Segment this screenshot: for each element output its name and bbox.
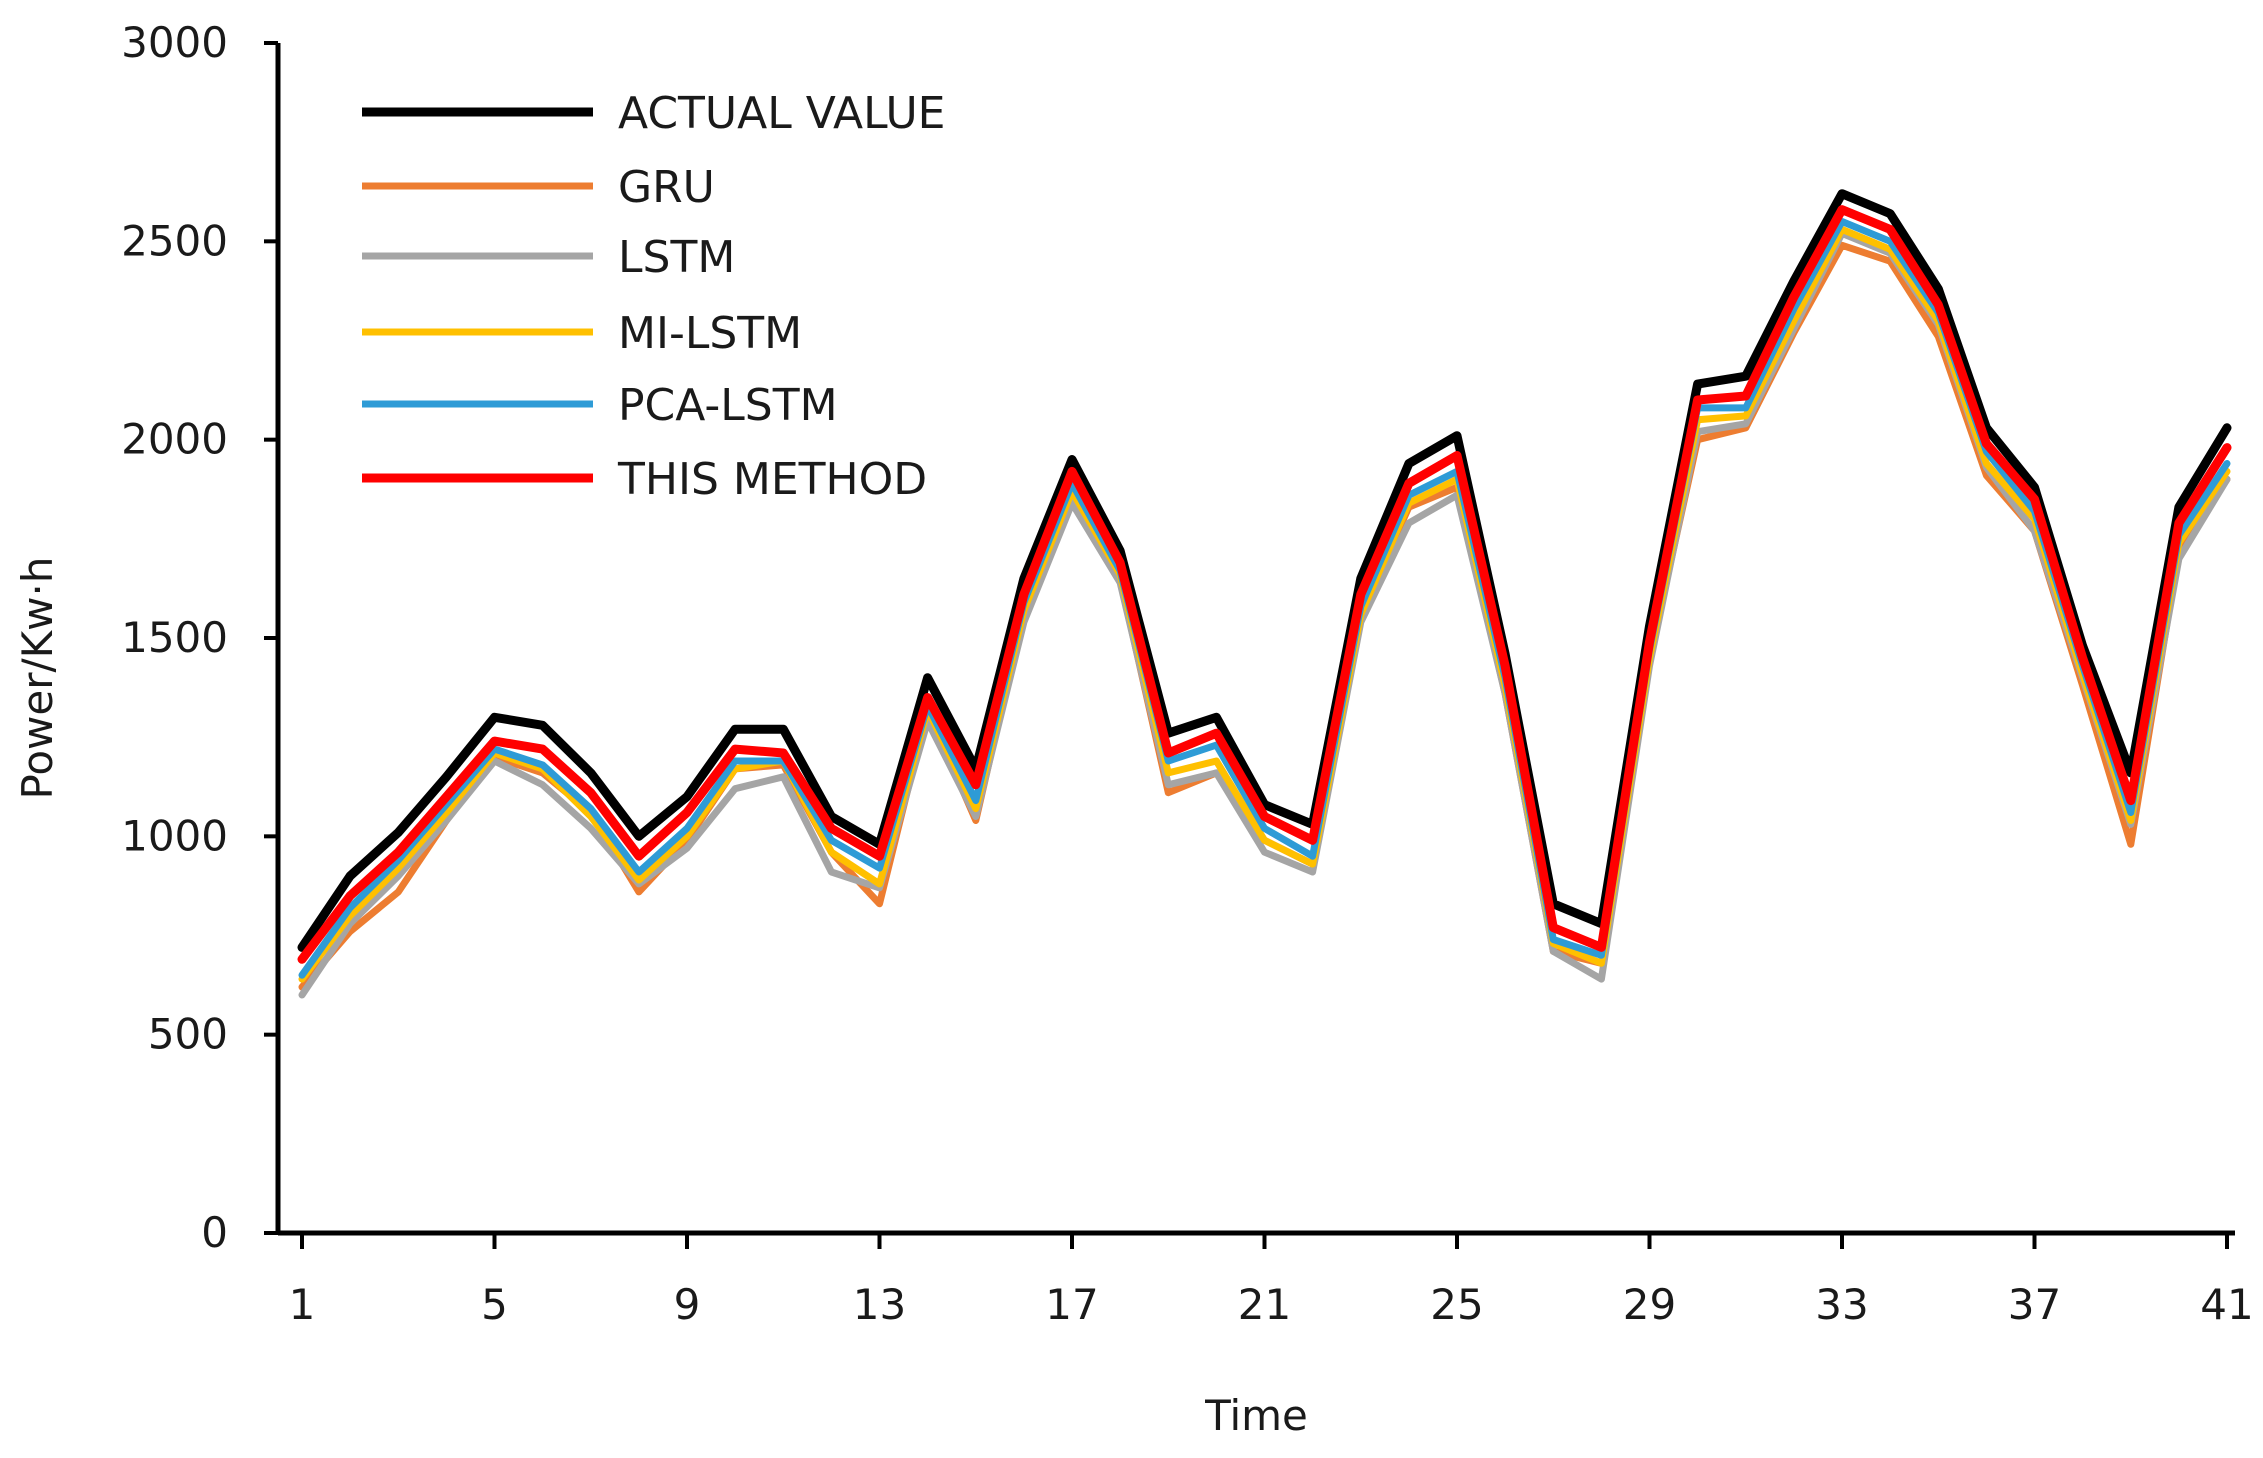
x-tick-label: 17 bbox=[1045, 1280, 1098, 1329]
x-tick-label: 13 bbox=[853, 1280, 906, 1329]
y-tick-label: 500 bbox=[148, 1010, 228, 1059]
y-tick-label: 1000 bbox=[121, 811, 228, 860]
x-tick-label: 9 bbox=[674, 1280, 701, 1329]
x-tick-label: 21 bbox=[1238, 1280, 1291, 1329]
series-line-actual-value bbox=[297, 189, 2232, 952]
x-tick-label: 33 bbox=[1815, 1280, 1868, 1329]
series-line-pca-lstm bbox=[298, 218, 2231, 979]
y-tick-label: 2000 bbox=[121, 415, 228, 464]
legend-label-pca-lstm: PCA-LSTM bbox=[618, 380, 838, 431]
legend-label-mi-lstm: MI-LSTM bbox=[618, 308, 802, 359]
x-ticks: 1 5 9 13 17 21 25 29 33 37 41 bbox=[289, 1233, 2254, 1329]
y-tick-label: 3000 bbox=[121, 18, 228, 67]
y-axis-title: Power/Kw·h bbox=[13, 557, 62, 800]
series-line-mi-lstm bbox=[298, 225, 2231, 983]
legend: ACTUAL VALUE GRU LSTM MI-LSTM PCA-LSTM THIS M… bbox=[362, 88, 945, 505]
x-tick-label: 29 bbox=[1623, 1280, 1676, 1329]
x-tick-label: 1 bbox=[289, 1280, 316, 1329]
x-axis-title: Time bbox=[1204, 1391, 1308, 1440]
y-ticks: 0 500 1000 1500 2000 2500 3000 bbox=[121, 18, 278, 1257]
y-tick-label: 2500 bbox=[121, 216, 228, 265]
y-tick-label: 1500 bbox=[121, 613, 228, 662]
legend-label-gru: GRU bbox=[618, 162, 715, 213]
legend-label-lstm: LSTM bbox=[618, 232, 735, 283]
series-line-this-method bbox=[297, 205, 2232, 964]
x-tick-label: 25 bbox=[1430, 1280, 1483, 1329]
x-tick-label: 37 bbox=[2008, 1280, 2061, 1329]
legend-label-this-method: THIS METHOD bbox=[617, 454, 927, 505]
y-tick-label: 0 bbox=[201, 1208, 228, 1257]
x-tick-label: 5 bbox=[481, 1280, 508, 1329]
series-layer bbox=[297, 189, 2232, 999]
legend-label-actual-value: ACTUAL VALUE bbox=[618, 88, 945, 139]
x-tick-label: 41 bbox=[2200, 1280, 2253, 1329]
